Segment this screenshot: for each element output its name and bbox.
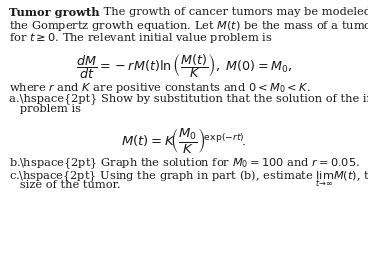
Text: b.\hspace{2pt} Graph the solution for $M_0 = 100$ and $r = 0.05$.: b.\hspace{2pt} Graph the solution for $M… [9, 156, 360, 171]
Text: size of the tumor.: size of the tumor. [9, 180, 121, 190]
Text: for $t \geq 0$. The relevant initial value problem is: for $t \geq 0$. The relevant initial val… [9, 31, 273, 45]
Text: problem is: problem is [9, 104, 81, 114]
Text: c.\hspace{2pt} Using the graph in part (b), estimate $\lim_{t\to\infty} M(t)$, t: c.\hspace{2pt} Using the graph in part (… [9, 168, 368, 189]
Text: $M(t) = K\!\left(\dfrac{M_0}{K}\right)^{\!\mathrm{exp}(-rt)}\!.$: $M(t) = K\!\left(\dfrac{M_0}{K}\right)^{… [121, 126, 247, 155]
Text: $\dfrac{dM}{dt} = -rM(t)\ln\left(\dfrac{M(t)}{K}\right),\ M(0) = M_0,$: $\dfrac{dM}{dt} = -rM(t)\ln\left(\dfrac{… [76, 52, 292, 82]
Text: The growth of cancer tumors may be modeled by: The growth of cancer tumors may be model… [100, 7, 368, 17]
Text: a.\hspace{2pt} Show by substitution that the solution of the initial value: a.\hspace{2pt} Show by substitution that… [9, 93, 368, 104]
Text: where $r$ and $K$ are positive constants and $0 < M_0 < K$.: where $r$ and $K$ are positive constants… [9, 81, 311, 95]
Text: Tumor growth: Tumor growth [9, 7, 100, 18]
Text: the Gompertz growth equation. Let $M(t)$ be the mass of a tumor,: the Gompertz growth equation. Let $M(t)$… [9, 19, 368, 33]
